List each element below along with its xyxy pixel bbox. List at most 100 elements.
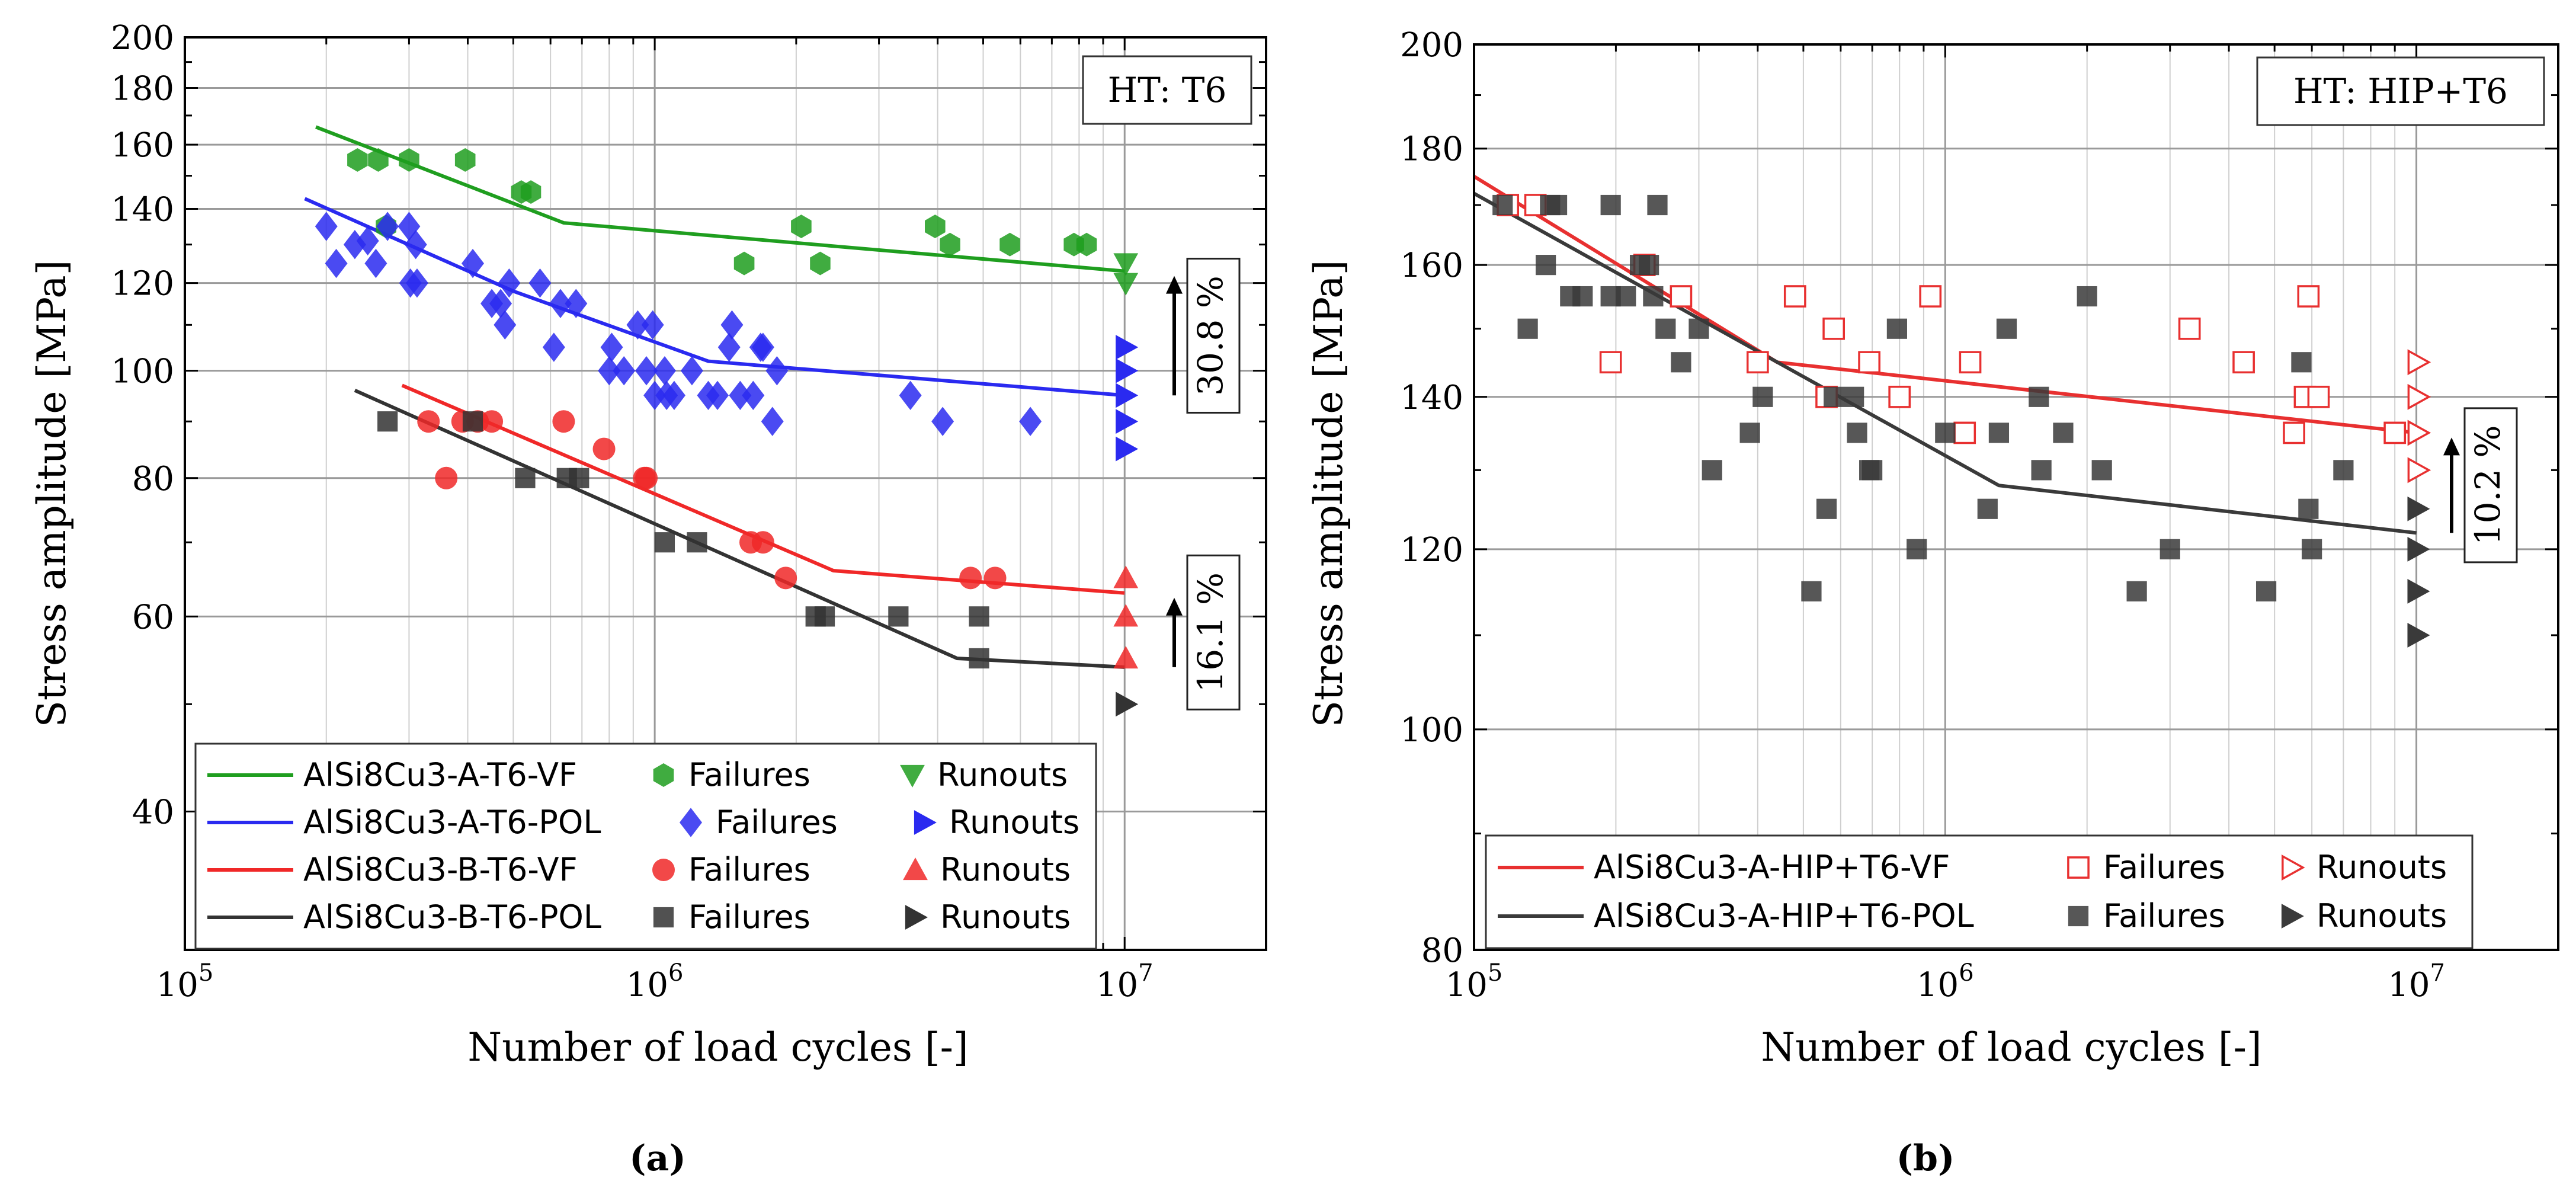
panel-b-runout-point	[2407, 457, 2431, 484]
panel-a-failure-point	[399, 148, 419, 172]
panel-a-failure-point	[364, 248, 387, 279]
panel-b-failure-point	[2053, 423, 2074, 443]
panel-a-y-tick-label: 120	[111, 265, 174, 303]
panel-b-failure-point	[1977, 498, 1998, 519]
panel-b-failure-point	[2126, 581, 2147, 601]
panel-a-failure-point	[720, 310, 744, 340]
panel-a-x-tick-exponent: 5	[198, 959, 213, 987]
panel-a-legend-series-name: AlSi8Cu3-A-T6-POL	[303, 804, 601, 841]
panel-a-failure-point	[325, 248, 348, 279]
panel-a-failure-point	[417, 410, 440, 433]
panel-b-legend-box	[1485, 834, 2474, 949]
panel-a-failure-point	[983, 567, 1007, 590]
panel-a-y-tick-label: 180	[111, 70, 174, 108]
panel-b-failure-point	[2255, 581, 2277, 601]
panel-a-failure-point	[552, 410, 575, 433]
panel-b-failure-point	[1959, 351, 1982, 374]
panel-a-legend-runout-marker	[914, 810, 937, 835]
panel-b-runout-point	[2407, 578, 2430, 604]
panel-a-failure-point	[569, 468, 589, 488]
panel-b-failure-point	[1689, 318, 1709, 339]
panel-a-legend-runouts-label: Runouts	[940, 851, 1071, 888]
panel-a-y-tick-label: 160	[111, 126, 174, 165]
panel-a-y-axis-label: Stress amplitude [MPa]	[29, 260, 75, 728]
panel-a-legend-failure-marker	[652, 859, 675, 881]
panel-b-y-axis-label: Stress amplitude [MPa]	[1306, 260, 1351, 728]
panel-b-legend-failures-label: Failures	[2103, 897, 2225, 934]
panel-a-legend-series-name: AlSi8Cu3-B-T6-VF	[303, 851, 578, 888]
panel-b-failure-point	[2029, 386, 2049, 407]
panel-b-failure-point	[1492, 194, 1513, 216]
panel-a-failure-point	[706, 380, 729, 411]
panel-a-fit-line-0	[315, 125, 1125, 273]
panel-a-increase-label: 30.8 %	[1190, 276, 1231, 396]
panel-a-failure-point	[969, 606, 989, 627]
panel-b-failure-point	[2178, 317, 2201, 340]
panel-b-legend-runouts-label: Runouts	[2317, 897, 2447, 934]
panel-a-failure-point	[635, 466, 658, 489]
panel-a-runout-point	[1113, 565, 1139, 588]
panel-a-failure-point	[376, 212, 399, 241]
panel-a-failure-point	[925, 215, 946, 238]
panel-a-x-tick-label: 106	[626, 959, 684, 1004]
panel-a-failure-point	[494, 310, 517, 340]
panel-a-failure-point	[592, 437, 616, 460]
panel-a-y-tick-label: 60	[132, 598, 174, 636]
panel-a-legend-failures-label: Failures	[688, 851, 810, 888]
panel-b-x-tick-label: 107	[2388, 959, 2445, 1004]
panel-a-runout-point	[1116, 358, 1139, 383]
panel-b-legend-series-name: AlSi8Cu3-A-HIP+T6-POL	[1594, 897, 1974, 934]
panel-b-ht-badge: HT: HIP+T6	[2293, 71, 2508, 111]
panel-b-failure-point	[1670, 285, 1693, 308]
panel-b-failure-point	[2291, 352, 2312, 373]
panel-a-increase-arrow-head	[1166, 597, 1183, 616]
panel-a-runout-point	[1113, 604, 1139, 627]
panel-b-failure-point	[1671, 352, 1691, 373]
panel-a-failure-point	[598, 356, 621, 386]
panel-a-failure-point	[810, 251, 831, 276]
panel-a-legend-runout-marker	[900, 764, 925, 788]
panel-b-runout-point	[2407, 383, 2431, 410]
panel-b-failure-point	[1844, 386, 1864, 407]
panel-b-x-tick-label: 105	[1446, 959, 1503, 1004]
panel-b-x-tick-label: 106	[1917, 959, 1974, 1004]
panel-b-failure-point	[2232, 351, 2255, 374]
panel-b-failure-point	[1752, 386, 1773, 407]
panel-b-x-tick-base: 10	[1917, 966, 1959, 1004]
panel-a-failure-point	[899, 380, 922, 411]
panel-a-data-points	[315, 148, 1139, 717]
panel-a-failure-point	[761, 407, 784, 436]
panel-a-failure-point	[368, 148, 389, 172]
panel-b-failure-point	[1988, 423, 2010, 443]
panel-b-failure-point	[1655, 318, 1676, 339]
panel-a-failure-point	[931, 407, 954, 436]
panel-b-legend-series-name: AlSi8Cu3-A-HIP+T6-VF	[1594, 849, 1950, 886]
panel-b-runout-point	[2407, 349, 2431, 376]
panel-a-failure-point	[654, 532, 675, 553]
panel-a-x-tick-base: 10	[1096, 966, 1138, 1004]
panel-a-x-tick-label: 105	[156, 959, 214, 1004]
panel-a-failure-point	[687, 532, 707, 553]
panel-a-runout-point	[1116, 692, 1139, 717]
panel-b-failure-point	[1517, 318, 1538, 339]
panel-a-failure-point	[643, 380, 667, 411]
panel-a-failure-point	[729, 380, 752, 411]
panel-b-failure-point	[2302, 539, 2322, 559]
panel-b-failure-point	[1824, 386, 1844, 407]
panel-a-failure-point	[565, 289, 588, 318]
panel-a-failure-point	[528, 268, 552, 298]
panel-b-failure-point	[1546, 194, 1568, 216]
panel-a-failure-point	[765, 356, 789, 386]
panel-b-failure-point	[1886, 318, 1907, 339]
panel-b-legend-failure-marker	[2068, 905, 2089, 927]
panel-a-legend-failure-marker	[653, 763, 674, 787]
panel-a-legend-series-name: AlSi8Cu3-A-T6-VF	[303, 756, 577, 793]
panel-a-annotations: 30.8 % 16.1 %	[1166, 257, 1241, 710]
panel-b-failure-point	[1858, 351, 1880, 374]
panel-b-y-tick-label: 160	[1400, 247, 1463, 285]
panel-b-failure-point	[2383, 421, 2407, 444]
panel-b-ht-badge-box	[2256, 56, 2545, 126]
panel-b-data-points	[1492, 194, 2431, 648]
panel-b-increase-box	[2463, 407, 2518, 564]
